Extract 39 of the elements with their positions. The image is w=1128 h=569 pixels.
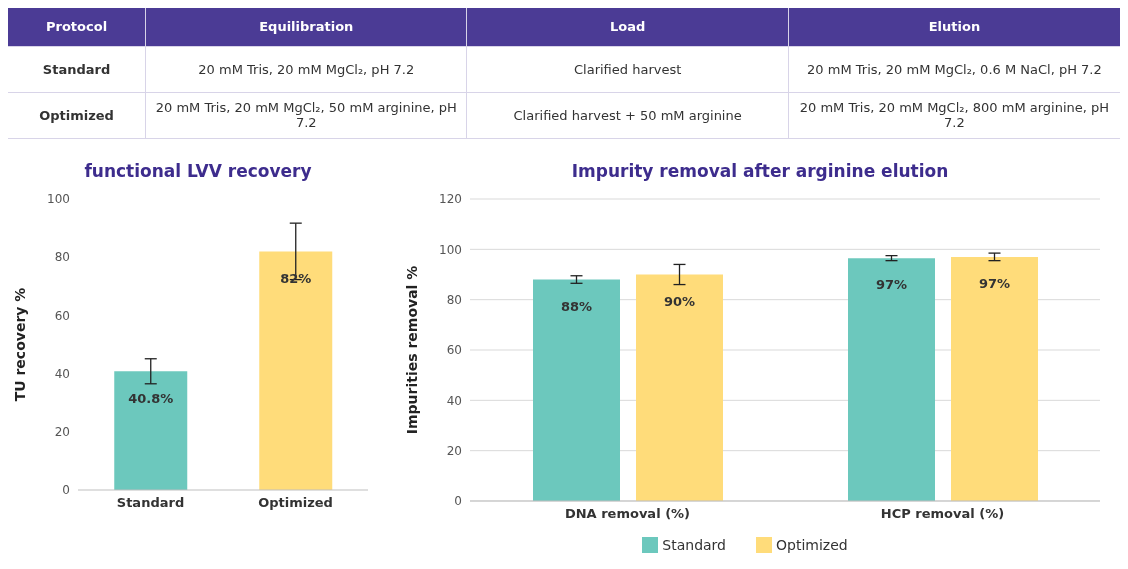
y-tick-label: 60 [446, 342, 462, 357]
text: Clarified harvest [466, 46, 789, 92]
text: Equilibration [145, 8, 467, 46]
y-tick-label: 120 [439, 191, 462, 206]
data-label: 82% [280, 270, 312, 286]
y-tick-label: 40 [446, 393, 462, 408]
x-tick-label: DNA removal (%) [564, 505, 691, 521]
legend-label: Optimized [776, 536, 848, 553]
y-axis-title: Impurities removal % [403, 265, 420, 434]
text: Clarified harvest + 50 mM arginine [466, 92, 789, 138]
y-tick-label: 60 [54, 308, 70, 323]
x-tick-label: HCP removal (%) [880, 505, 1005, 521]
text: Protocol [8, 8, 146, 46]
data-label: 97% [875, 276, 908, 292]
data-label: 88% [560, 298, 593, 314]
text: Elution [788, 8, 1120, 46]
text: Load [466, 8, 789, 46]
y-tick-label: 80 [54, 249, 70, 264]
legend-label: Standard [662, 536, 727, 553]
data-label: 97% [978, 275, 1011, 291]
text: 20 mM Tris, 20 mM MgCl₂, 50 mM arginine, pH 7.2 [145, 92, 467, 138]
y-tick-label: 100 [47, 191, 70, 206]
text: 20 mM Tris, 20 mM MgCl₂, pH 7.2 [145, 46, 467, 92]
data-label: 90% [663, 293, 696, 309]
y-tick-label: 0 [62, 482, 70, 497]
y-tick-label: 0 [454, 493, 462, 508]
y-tick-label: 20 [54, 424, 70, 439]
chart-title: functional LVV recovery [83, 160, 313, 183]
y-tick-label: 100 [439, 242, 462, 257]
y-tick-label: 80 [446, 292, 462, 307]
y-axis-title: TU recovery % [11, 287, 28, 401]
text: 20 mM Tris, 20 mM MgCl₂, 800 mM arginine, pH 7.2 [788, 92, 1120, 138]
text: 20 mM Tris, 20 mM MgCl₂, 0.6 M NaCl, pH 7.2 [788, 46, 1120, 92]
text: Standard [8, 46, 146, 92]
text: Optimized [8, 92, 146, 138]
y-tick-label: 40 [54, 366, 70, 381]
data-label: 40.8% [128, 390, 174, 405]
chart-title: Impurity removal after arginine elution [570, 160, 950, 183]
y-tick-label: 20 [446, 443, 462, 458]
